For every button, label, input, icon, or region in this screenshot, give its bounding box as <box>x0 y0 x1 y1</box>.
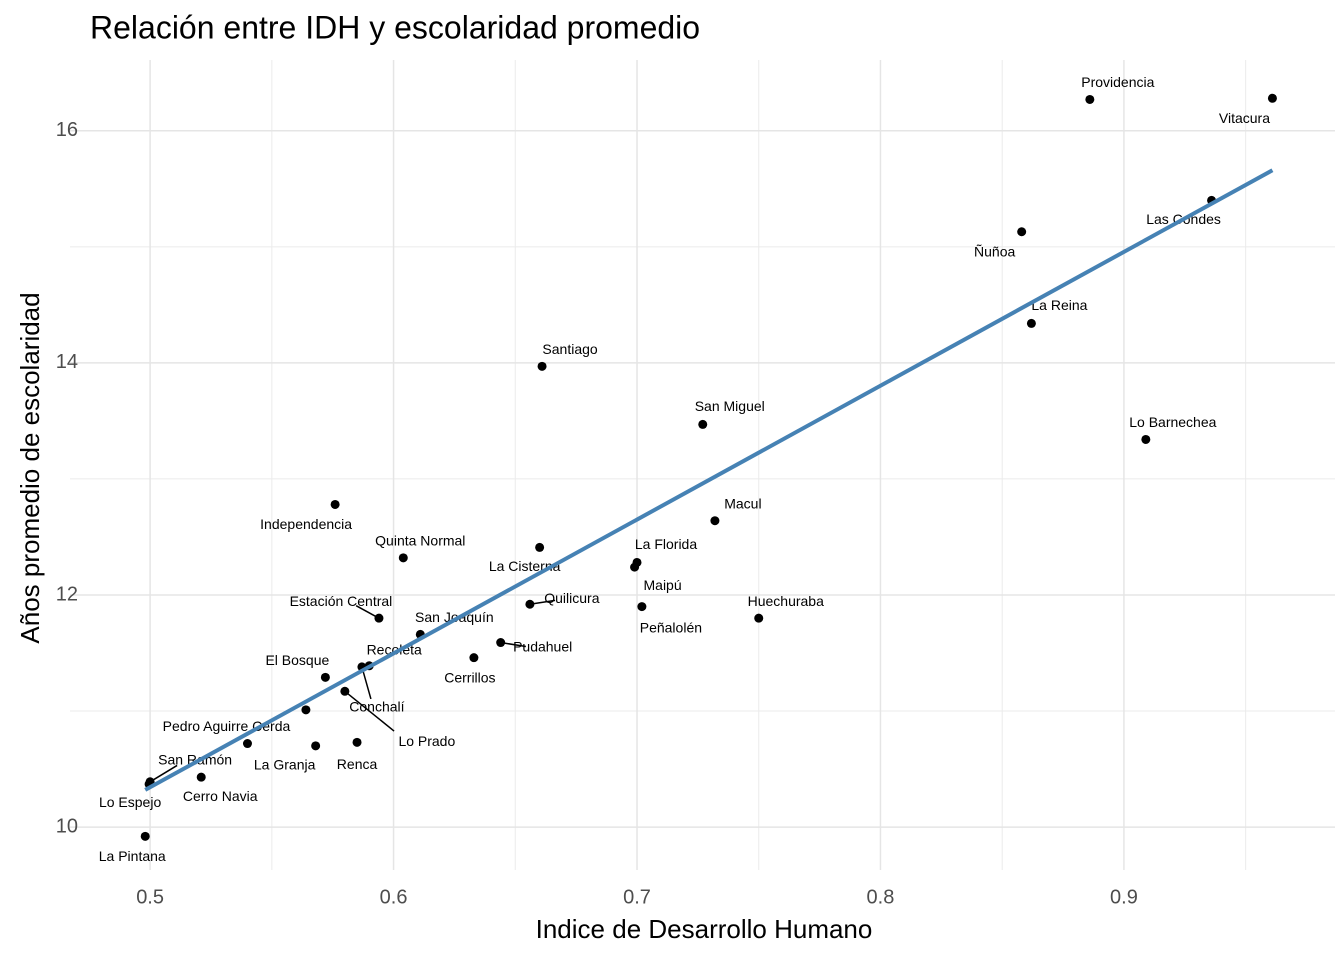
label-leader <box>149 764 178 783</box>
point-label: San Ramón <box>158 752 232 768</box>
chart-title: Relación entre IDH y escolaridad promedi… <box>90 9 700 45</box>
point <box>637 602 647 612</box>
point <box>1026 318 1036 328</box>
point <box>535 542 545 552</box>
point <box>352 737 362 747</box>
point-label: Vitacura <box>1219 110 1270 126</box>
point-label: Ñuñoa <box>974 243 1015 259</box>
point <box>1141 434 1151 444</box>
x-axis-label: Indice de Desarrollo Humano <box>536 914 873 944</box>
point-label: Estación Central <box>290 593 393 609</box>
point-label: Providencia <box>1081 74 1154 90</box>
point-label: San Joaquín <box>415 609 494 625</box>
point <box>242 739 252 749</box>
label-leader <box>344 690 395 732</box>
x-tick-label: 0.6 <box>380 886 408 908</box>
point <box>140 831 150 841</box>
point <box>630 562 640 572</box>
y-tick-label: 16 <box>56 119 78 141</box>
point <box>1267 93 1277 103</box>
point <box>320 672 330 682</box>
point-label: Maipú <box>644 577 682 593</box>
point <box>340 686 350 696</box>
point-label: La Florida <box>635 536 697 552</box>
y-tick-label: 12 <box>56 583 78 605</box>
point <box>537 361 547 371</box>
point-label: Lo Barnechea <box>1129 414 1216 430</box>
point <box>525 599 535 609</box>
point-label: El Bosque <box>265 652 329 668</box>
point-label: La Pintana <box>99 848 166 864</box>
point <box>710 516 720 526</box>
point <box>311 741 321 751</box>
point <box>196 772 206 782</box>
point-label: Independencia <box>260 516 352 532</box>
point-label: Huechuraba <box>748 593 824 609</box>
x-tick-label: 0.5 <box>136 886 164 908</box>
point-label: La Reina <box>1031 297 1087 313</box>
point-label: Pudahuel <box>513 638 572 654</box>
point-label: Quinta Normal <box>375 533 465 549</box>
x-tick-label: 0.8 <box>867 886 895 908</box>
point-label: Santiago <box>542 341 597 357</box>
y-tick-label: 10 <box>56 815 78 837</box>
point-label: Peñalolén <box>640 619 702 635</box>
point-label: Quilicura <box>544 590 599 606</box>
point-label: Conchalí <box>349 699 404 715</box>
x-tick-label: 0.7 <box>623 886 651 908</box>
point <box>496 638 506 648</box>
point-label: Lo Espejo <box>99 794 161 810</box>
x-tick-label: 0.9 <box>1110 886 1138 908</box>
point-label: Renca <box>337 756 378 772</box>
point <box>754 613 764 623</box>
point <box>469 653 479 663</box>
point-label: Lo Prado <box>398 733 455 749</box>
y-axis-label: Años promedio de escolaridad <box>15 292 45 643</box>
point-label: Macul <box>724 495 761 511</box>
point-label: San Miguel <box>695 398 765 414</box>
point <box>374 613 384 623</box>
point <box>301 705 311 715</box>
point-label: La Granja <box>254 757 316 773</box>
point-label: Cerro Navia <box>183 788 258 804</box>
point <box>398 553 408 563</box>
y-tick-label: 14 <box>56 351 78 373</box>
point-label: Cerrillos <box>444 669 495 685</box>
point <box>1085 94 1095 104</box>
point <box>698 419 708 429</box>
point-label: Pedro Aguirre Cerda <box>163 718 291 734</box>
point <box>330 499 340 509</box>
fit-line <box>144 168 1274 792</box>
point <box>1017 227 1027 237</box>
